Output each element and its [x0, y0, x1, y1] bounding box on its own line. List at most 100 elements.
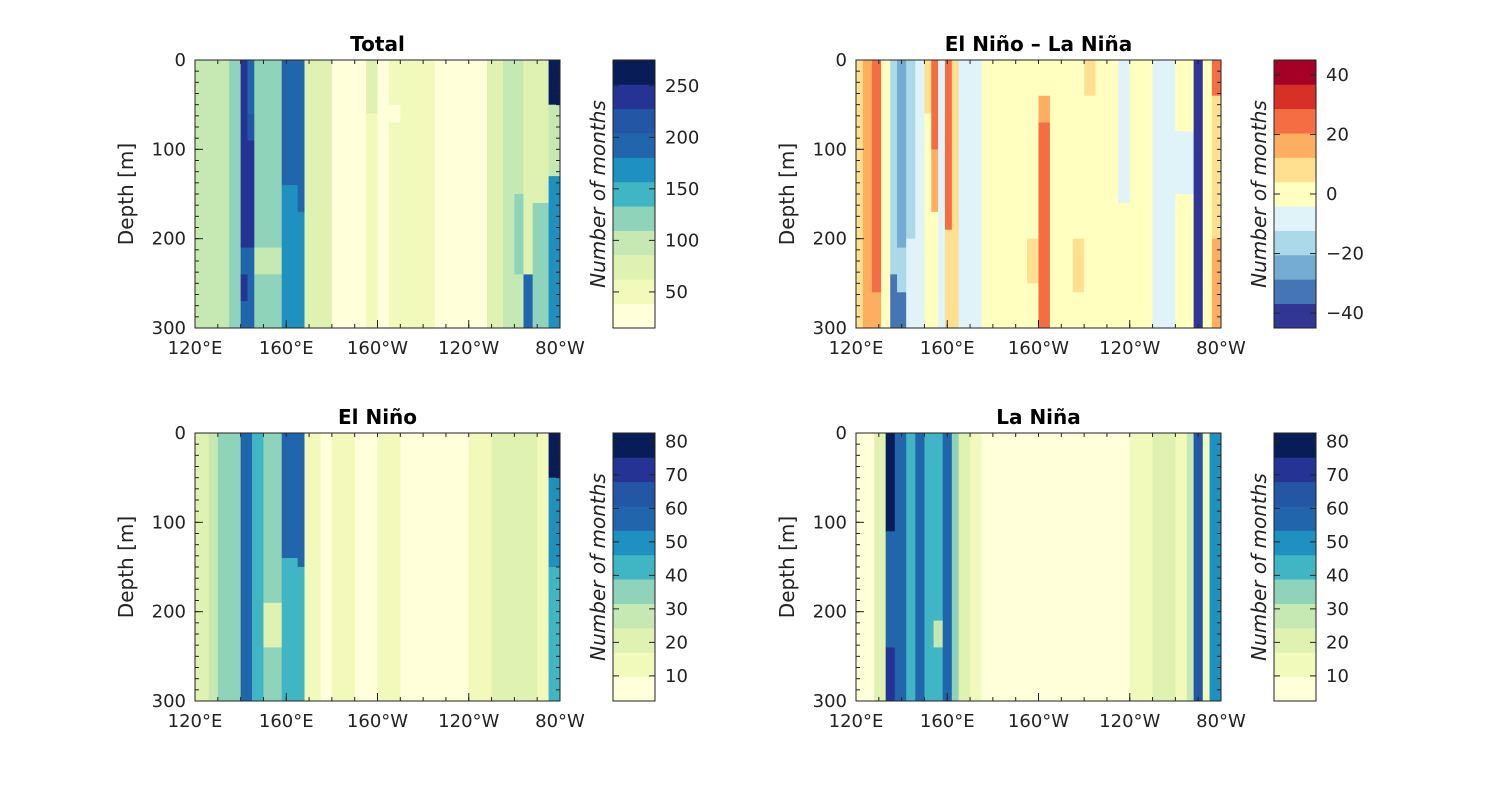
heatmap-cell-14-0 — [1015, 433, 1039, 702]
colorbar-swatch-9 — [1274, 84, 1316, 110]
colorbar-swatch-7 — [1274, 133, 1316, 158]
colorbar-tick-label: 50 — [1326, 532, 1349, 553]
heatmap-cell-5-1 — [254, 247, 264, 275]
heatmap-cell-22-2 — [548, 176, 561, 329]
heatmap-cell-28-0 — [1202, 60, 1213, 329]
colorbar-tick-label: 10 — [1326, 666, 1349, 687]
colorbar-swatch-3 — [613, 230, 655, 256]
y-tick-label: 0 — [836, 50, 847, 71]
colorbar-swatch-4 — [613, 206, 655, 231]
colorbar-swatch-8 — [1274, 108, 1316, 134]
heatmap-cell-21-1 — [532, 202, 549, 329]
heatmap-cell-4-2 — [247, 140, 255, 248]
heatmap-cell-21-1 — [1084, 95, 1096, 329]
heatmap-cell-12-0 — [354, 433, 378, 702]
heatmap-cell-7-2 — [933, 647, 944, 702]
colorbar-tick-label: 60 — [665, 498, 688, 519]
heatmap-cell-7-0 — [281, 60, 299, 186]
y-tick-label: 300 — [152, 318, 186, 339]
heatmap-cell-7-1 — [281, 558, 299, 702]
heatmap-cell-16-0 — [992, 60, 1028, 329]
x-tick-label: 160°W — [1008, 338, 1069, 359]
colorbar-tick-label: 20 — [1326, 632, 1349, 653]
heatmap-cell-9-1 — [931, 149, 939, 213]
heatmap-cell-8-0 — [942, 433, 953, 702]
heatmap-cell-24-0 — [1129, 60, 1153, 329]
y-tick-label: 0 — [836, 423, 847, 444]
panel-title: El Niño — [338, 405, 417, 429]
heatmap-cell-21-0 — [1163, 433, 1176, 702]
x-tick-label: 160°W — [1008, 711, 1069, 732]
x-tick-label: 160°W — [347, 711, 408, 732]
heatmap-cell-5-1 — [897, 247, 907, 293]
heatmap-cell-6-1 — [263, 602, 283, 648]
heatmap-cell-27-0 — [1193, 60, 1204, 329]
colorbar-tick-label: 150 — [665, 179, 699, 200]
colorbar-swatch-10 — [1274, 60, 1316, 85]
heatmap-cell-5-2 — [254, 274, 264, 329]
x-tick-label: 80°W — [1196, 338, 1246, 359]
colorbar-tick-label: 60 — [1326, 498, 1349, 519]
heatmap-cell-6-0 — [263, 433, 283, 604]
heatmap-cell-5-2 — [897, 292, 907, 329]
heatmap-cell-20-2 — [548, 567, 561, 702]
heatmap-cell-4-3 — [247, 247, 255, 329]
heatmap-cell-17-1 — [1027, 238, 1039, 284]
heatmap-cell-19-0 — [514, 60, 524, 195]
heatmap-cell-8-0 — [297, 60, 305, 168]
heatmap-cell-17-0 — [487, 60, 504, 329]
heatmap-cell-2-0 — [885, 433, 896, 532]
heatmap-cell-2-1 — [885, 531, 896, 648]
colorbar-tick-label: 40 — [1326, 565, 1349, 586]
heatmap-cell-4-0 — [247, 60, 255, 114]
heatmap-cell-19-0 — [537, 433, 549, 702]
y-tick-label: 300 — [813, 691, 847, 712]
colorbar-swatch-10 — [1274, 433, 1316, 458]
heatmap-cell-14-1 — [970, 122, 982, 329]
x-tick-label: 120°W — [438, 711, 499, 732]
heatmap-cell-12-0 — [951, 60, 960, 329]
x-tick-label: 120°W — [1099, 338, 1160, 359]
heatmap-cell-7-1 — [281, 185, 299, 240]
heatmap-cell-3-0 — [240, 60, 248, 248]
colorbar-tick-label: 0 — [1326, 184, 1337, 205]
heatmap-cell-5-0 — [252, 433, 264, 702]
heatmap-cell-4-1 — [247, 113, 255, 141]
heatmap-cell-16-0 — [468, 60, 488, 329]
heatmap-cell-4-1 — [890, 274, 898, 329]
heatmap-cell-7-1 — [933, 620, 944, 648]
heatmap-cell-11-0 — [970, 433, 982, 702]
heatmap-cell-12-0 — [981, 433, 994, 702]
colorbar-tick-label: 20 — [1326, 124, 1349, 145]
colorbar-swatch-8 — [1274, 481, 1316, 507]
y-tick-label: 100 — [813, 512, 847, 533]
heatmap-cell-18-0 — [502, 60, 515, 329]
y-tick-label: 200 — [813, 602, 847, 623]
heatmap-cell-4-0 — [906, 433, 916, 702]
colorbar-swatch-1 — [613, 279, 655, 305]
colorbar-swatch-1 — [613, 652, 655, 678]
heatmap-cell-22-0 — [548, 60, 561, 106]
heatmap-cell-16-0 — [468, 433, 492, 702]
y-tick-label: 200 — [152, 602, 186, 623]
colorbar-tick-label: 40 — [1326, 65, 1349, 86]
heatmap-cell-19-0 — [1129, 433, 1153, 702]
heatmap-cell-6-0 — [924, 433, 934, 702]
heatmap-cell-19-1 — [514, 194, 524, 275]
heatmap-cell-22-0 — [1175, 433, 1188, 702]
colorbar-swatch-9 — [613, 457, 655, 483]
colorbar-swatch-7 — [613, 133, 655, 158]
heatmap-cell-23-1 — [1118, 202, 1131, 329]
y-tick-label: 100 — [152, 139, 186, 160]
heatmap-cell-10-0 — [938, 60, 946, 329]
heatmap-cell-7-0 — [281, 433, 299, 559]
colorbar: −40 −20 0 20 40 Number of months — [1247, 59, 1364, 329]
heatmap-cell-14-0 — [970, 60, 982, 123]
heatmap-cell-15-0 — [434, 60, 470, 329]
heatmap-cell-13-0 — [388, 60, 401, 106]
x-tick-label: 120°W — [438, 338, 499, 359]
colorbar-tick-label: 250 — [665, 76, 699, 97]
heatmap-cell-4-0 — [890, 60, 898, 275]
colorbar-swatch-8 — [613, 481, 655, 507]
colorbar-swatch-10 — [613, 433, 655, 458]
